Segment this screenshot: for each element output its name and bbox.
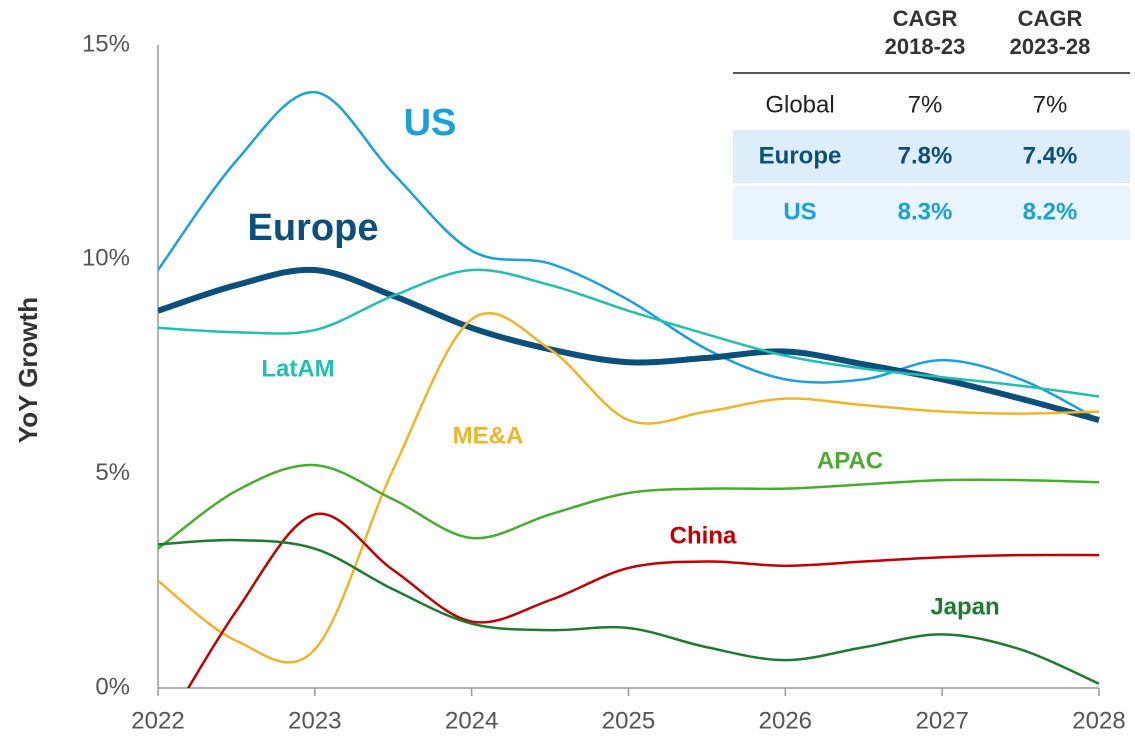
series-label: ME&A [453,422,524,449]
column-header: 2023-28 [1010,34,1091,59]
series-label: US [404,102,457,144]
series-line [158,266,1100,423]
table-cell: US [783,198,816,225]
y-axis-label: YoY Growth [13,297,43,443]
series-line [158,90,1100,422]
column-header: CAGR [893,6,958,31]
y-tick-label: 10% [82,245,130,272]
y-tick-label: 5% [95,459,130,486]
series-label: Japan [930,593,999,620]
table-cell: 8.3% [898,198,953,225]
y-tick-label: 0% [95,673,130,700]
x-tick-label: 2022 [131,707,184,734]
row-bg [733,186,1130,240]
series-line [158,538,1100,685]
series-label: APAC [817,447,883,474]
column-header: 2018-23 [885,34,966,59]
cagr-table: CAGR 2018-23 CAGR 2023-28 Global 7% 7% Europe 7.… [733,6,1130,240]
series-label: China [670,522,737,549]
table-cell: 8.2% [1023,198,1078,225]
y-tick-label: 15% [82,30,130,57]
series-label: Europe [248,207,379,249]
series-line [158,463,1100,550]
series-line [158,268,1100,398]
table-cell: 7% [908,91,943,118]
x-tick-label: 2024 [445,707,498,734]
x-tick-label: 2028 [1072,707,1125,734]
table-cell: Global [765,91,834,118]
table-cell: 7% [1033,91,1068,118]
lines [158,90,1100,688]
x-tick-label: 2025 [602,707,655,734]
x-tick-label: 2026 [759,707,812,734]
table-cell: Europe [759,142,842,169]
x-tick-label: 2027 [915,707,968,734]
table-cell: 7.4% [1023,142,1078,169]
table-cell: 7.8% [898,142,953,169]
series-line [158,312,1100,664]
series-line [186,512,1100,688]
column-header: CAGR [1018,6,1083,31]
row-bg [733,130,1130,183]
x-tick-label: 2023 [288,707,341,734]
series-label: LatAM [261,355,334,382]
